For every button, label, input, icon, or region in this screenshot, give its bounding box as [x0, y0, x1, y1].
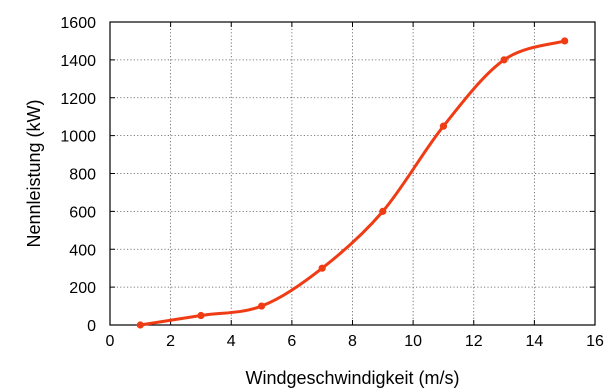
- x-tick-label: 14: [525, 333, 543, 350]
- data-point: [379, 207, 387, 215]
- y-tick-label: 0: [87, 318, 96, 335]
- y-axis-label: Nennleistung (kW): [24, 99, 44, 247]
- y-tick-label: 1400: [60, 53, 96, 70]
- x-tick-label: 6: [287, 333, 296, 350]
- data-point: [257, 302, 266, 310]
- data-point: [439, 122, 448, 130]
- x-axis-label: Windgeschwindigkeit (m/s): [245, 368, 459, 388]
- data-point: [561, 37, 569, 45]
- y-tick-label: 800: [69, 167, 96, 184]
- data-point: [136, 321, 144, 329]
- y-tick-label: 1200: [60, 91, 96, 108]
- x-tick-label: 10: [404, 333, 422, 350]
- x-tick-label: 2: [166, 333, 175, 350]
- data-point: [318, 264, 326, 272]
- x-tick-label: 12: [465, 333, 483, 350]
- series-layer: [136, 37, 569, 329]
- y-tick-label: 200: [69, 280, 96, 297]
- x-tick-label: 8: [348, 333, 357, 350]
- data-point: [500, 56, 508, 64]
- y-tick-label: 1600: [60, 15, 96, 32]
- grid-layer: [110, 22, 595, 325]
- x-tick-label: 0: [106, 333, 115, 350]
- y-tick-label: 400: [69, 242, 96, 259]
- y-tick-label: 600: [69, 204, 96, 221]
- x-tick-label: 4: [227, 333, 236, 350]
- y-tick-label: 1000: [60, 129, 96, 146]
- series-line: [138, 39, 567, 327]
- data-point: [197, 311, 205, 320]
- ticks-layer: 0 2 4 6 8 10 12 14 16 0 200 400 600 800 1000 1200 1400 16…: [60, 15, 604, 350]
- x-tick-label: 16: [586, 333, 604, 350]
